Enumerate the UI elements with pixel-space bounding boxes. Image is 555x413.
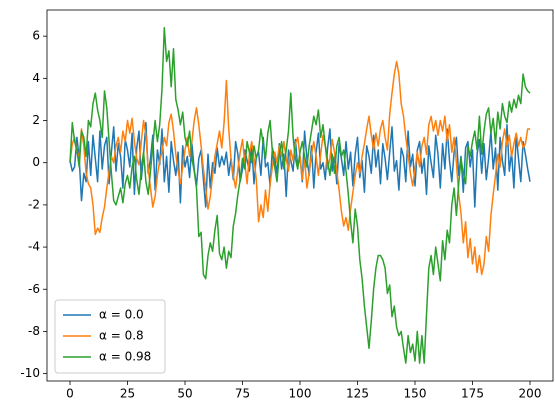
y-tick-label: -4 [28,240,40,254]
legend-box [54,299,166,374]
y-tick-label: 6 [32,29,40,43]
x-tick-label: 50 [177,387,192,401]
x-tick-label: 150 [404,387,427,401]
x-tick-label: 175 [461,387,484,401]
x-tick-label: 100 [289,387,312,401]
y-tick-label: 4 [32,71,40,85]
x-tick-label: 125 [346,387,369,401]
x-tick-label: 0 [66,387,74,401]
x-tick-label: 75 [235,387,250,401]
legend-label: α = 0.98 [99,350,151,364]
legend-label: α = 0.0 [99,308,144,322]
series-line [69,26,531,364]
y-tick-label: -2 [28,197,40,211]
x-tick-label: 25 [120,387,135,401]
y-tick-label: 0 [32,155,40,169]
y-tick-label: 2 [32,113,40,127]
axes-frame [46,9,554,382]
legend-label: α = 0.8 [99,329,144,343]
y-tick-label: -8 [28,324,40,338]
x-tick-label: 200 [519,387,542,401]
y-tick-label: -6 [28,282,40,296]
y-tick-label: -10 [20,366,40,380]
